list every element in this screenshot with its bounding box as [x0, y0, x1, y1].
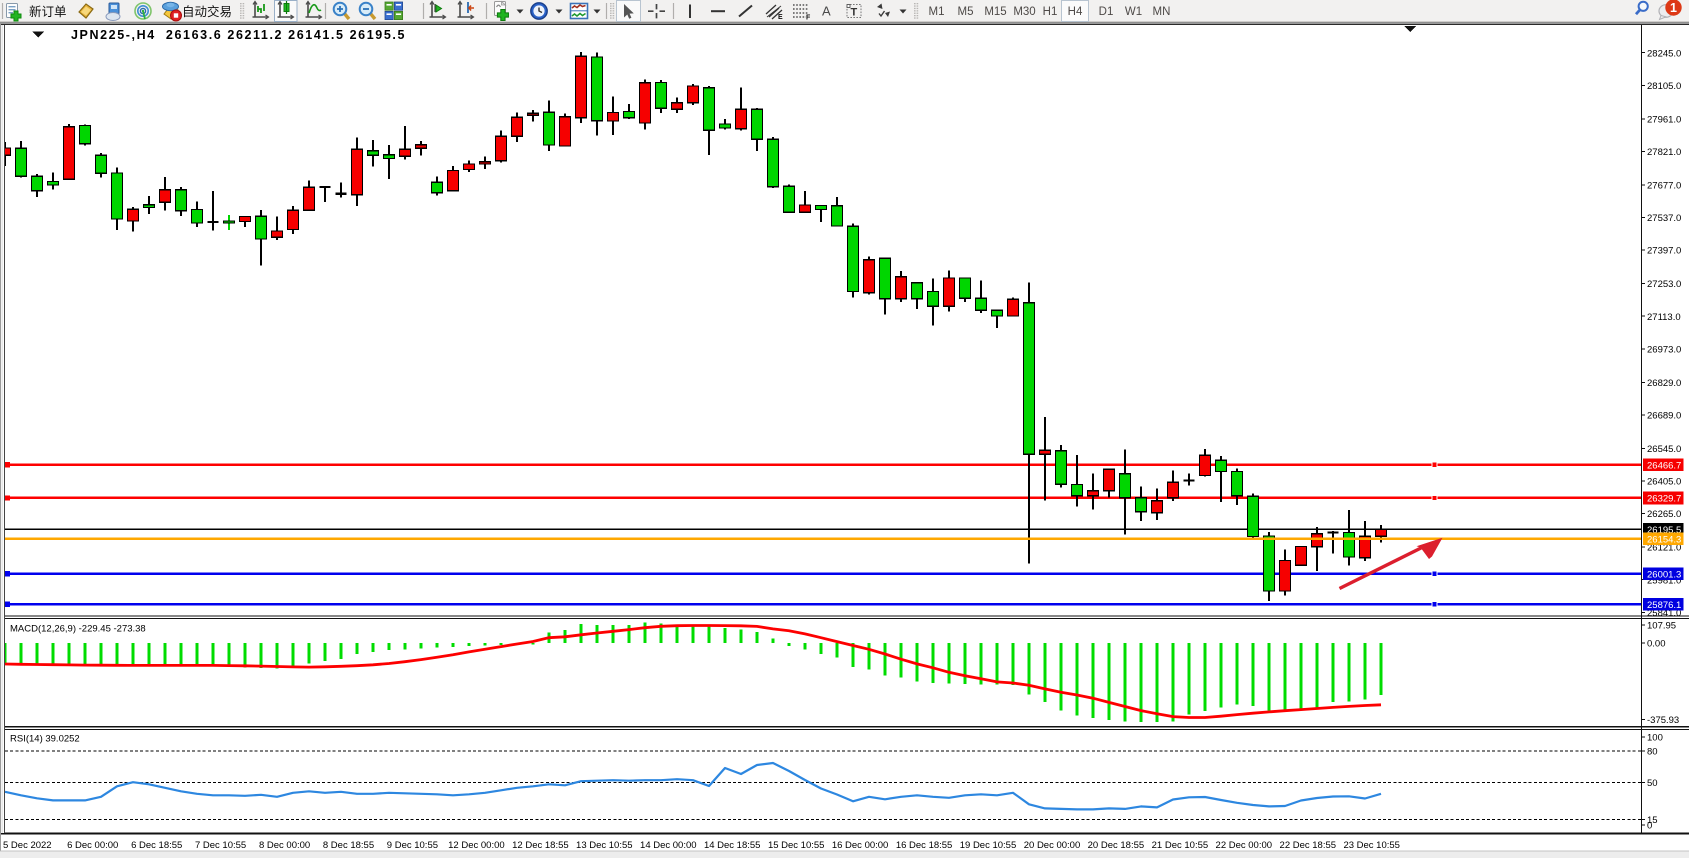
svg-text:6 Dec 00:00: 6 Dec 00:00	[67, 840, 118, 851]
svg-text:26545.0: 26545.0	[1647, 444, 1681, 455]
svg-text:8 Dec 18:55: 8 Dec 18:55	[323, 840, 374, 851]
svg-text:22 Dec 18:55: 22 Dec 18:55	[1280, 840, 1337, 851]
svg-text:M5: M5	[958, 6, 974, 18]
svg-text:0.00: 0.00	[1647, 639, 1666, 650]
svg-text:26829.0: 26829.0	[1647, 378, 1681, 389]
svg-text:28105.0: 28105.0	[1647, 81, 1681, 92]
svg-text:14 Dec 00:00: 14 Dec 00:00	[640, 840, 697, 851]
svg-text:26973.0: 26973.0	[1647, 344, 1681, 355]
svg-text:20 Dec 00:00: 20 Dec 00:00	[1024, 840, 1081, 851]
svg-text:26001.3: 26001.3	[1647, 569, 1681, 580]
svg-text:JPN225-,H4 26163.6 26211.2 26: JPN225-,H4 26163.6 26211.2 26141.5 26195…	[71, 28, 406, 42]
svg-text:A: A	[822, 4, 831, 19]
svg-text:E: E	[778, 14, 783, 21]
svg-text:27821.0: 27821.0	[1647, 147, 1681, 158]
svg-text:F: F	[806, 15, 811, 22]
svg-text:T: T	[851, 6, 858, 18]
svg-text:26329.7: 26329.7	[1647, 494, 1681, 505]
svg-text:27677.0: 27677.0	[1647, 181, 1681, 192]
svg-text:27113.0: 27113.0	[1647, 312, 1681, 323]
svg-text:M30: M30	[1013, 6, 1035, 18]
svg-text:12 Dec 00:00: 12 Dec 00:00	[448, 840, 505, 851]
svg-text:107.95: 107.95	[1647, 621, 1676, 632]
svg-text:27253.0: 27253.0	[1647, 279, 1681, 290]
svg-text:RSI(14) 39.0252: RSI(14) 39.0252	[10, 734, 80, 745]
svg-text:M1: M1	[929, 6, 945, 18]
svg-text:MACD(12,26,9) -229.45 -273.38: MACD(12,26,9) -229.45 -273.38	[10, 624, 146, 635]
svg-text:15 Dec 10:55: 15 Dec 10:55	[768, 840, 825, 851]
svg-text:16 Dec 00:00: 16 Dec 00:00	[832, 840, 889, 851]
svg-text:25981.0: 25981.0	[1647, 575, 1681, 586]
svg-text:0: 0	[1647, 820, 1652, 831]
svg-text:8 Dec 00:00: 8 Dec 00:00	[259, 840, 310, 851]
svg-text:13 Dec 10:55: 13 Dec 10:55	[576, 840, 633, 851]
svg-text:26466.7: 26466.7	[1647, 460, 1681, 471]
svg-text:6 Dec 18:55: 6 Dec 18:55	[131, 840, 182, 851]
svg-text:19 Dec 10:55: 19 Dec 10:55	[960, 840, 1017, 851]
svg-text:27397.0: 27397.0	[1647, 246, 1681, 257]
svg-text:25841.0: 25841.0	[1647, 608, 1681, 619]
svg-text:26195.5: 26195.5	[1647, 525, 1681, 536]
svg-text:1: 1	[1670, 1, 1677, 15]
svg-text:H1: H1	[1043, 6, 1058, 18]
svg-text:28245.0: 28245.0	[1647, 48, 1681, 59]
svg-text:100: 100	[1647, 733, 1663, 744]
svg-text:25876.1: 25876.1	[1647, 600, 1681, 611]
svg-text:-375.93: -375.93	[1647, 715, 1679, 726]
svg-text:50: 50	[1647, 778, 1658, 789]
svg-text:26265.0: 26265.0	[1647, 509, 1681, 520]
svg-text:D1: D1	[1099, 6, 1114, 18]
svg-text:26121.0: 26121.0	[1647, 543, 1681, 554]
svg-text:26154.3: 26154.3	[1647, 534, 1681, 545]
svg-text:14 Dec 18:55: 14 Dec 18:55	[704, 840, 761, 851]
svg-text:16 Dec 18:55: 16 Dec 18:55	[896, 840, 953, 851]
svg-text:27961.0: 27961.0	[1647, 114, 1681, 125]
svg-text:5 Dec 2022: 5 Dec 2022	[3, 840, 52, 851]
svg-text:H4: H4	[1068, 6, 1083, 18]
svg-text:21 Dec 10:55: 21 Dec 10:55	[1152, 840, 1209, 851]
svg-text:7 Dec 10:55: 7 Dec 10:55	[195, 840, 246, 851]
svg-text:M15: M15	[984, 6, 1006, 18]
svg-text:MN: MN	[1153, 6, 1171, 18]
svg-text:15: 15	[1647, 815, 1658, 826]
svg-text:23 Dec 10:55: 23 Dec 10:55	[1343, 840, 1400, 851]
svg-text:26405.0: 26405.0	[1647, 477, 1681, 488]
svg-text:22 Dec 00:00: 22 Dec 00:00	[1216, 840, 1273, 851]
svg-text:80: 80	[1647, 747, 1658, 758]
svg-text:新订单: 新订单	[29, 4, 67, 19]
svg-text:27537.0: 27537.0	[1647, 213, 1681, 224]
svg-text:9 Dec 10:55: 9 Dec 10:55	[387, 840, 438, 851]
svg-text:自动交易: 自动交易	[182, 4, 232, 19]
svg-text:12 Dec 18:55: 12 Dec 18:55	[512, 840, 569, 851]
svg-text:W1: W1	[1125, 6, 1142, 18]
svg-text:26689.0: 26689.0	[1647, 411, 1681, 422]
svg-text:20 Dec 18:55: 20 Dec 18:55	[1088, 840, 1145, 851]
